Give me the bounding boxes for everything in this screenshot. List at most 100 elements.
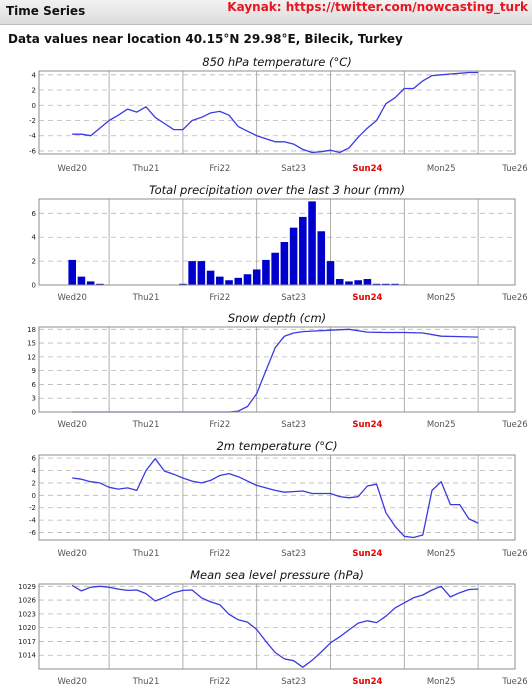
x-tick-label: Thu21	[132, 677, 160, 687]
y-tick-label: 1017	[18, 638, 36, 646]
precip-bar	[326, 261, 335, 285]
y-tick-label: 4	[32, 234, 37, 242]
x-tick-label: Fri22	[209, 677, 230, 687]
x-tick-label: Sun24	[352, 677, 382, 687]
x-tick-label: Tue26	[501, 164, 527, 174]
x-tick-label: Tue26	[501, 677, 527, 687]
precip-bar	[317, 231, 326, 285]
precip-bar	[262, 259, 270, 285]
series-line	[72, 71, 479, 154]
y-tick-label: 1026	[18, 597, 36, 605]
x-tick-label: Sat23	[281, 164, 306, 174]
y-tick-label: 0	[32, 409, 36, 417]
x-tick-label: Thu21	[132, 549, 160, 559]
x-tick-label: Sun24	[352, 293, 382, 303]
precip-bar	[372, 283, 381, 285]
time-series-header: Time Series Kaynak: https://twitter.com/…	[0, 0, 532, 25]
chart-title: Total precipitation over the last 3 hour…	[149, 183, 405, 197]
x-tick-label: Mon25	[427, 293, 456, 303]
x-tick-label: Sun24	[352, 420, 382, 430]
precip-bar	[345, 281, 353, 285]
x-tick-label: Wed20	[58, 420, 87, 430]
chart-panel: Mean sea level pressure (hPa) 1014 1017 102…	[18, 568, 528, 687]
x-tick-label: Thu21	[132, 293, 160, 303]
y-tick-label: 1023	[18, 610, 36, 618]
y-tick-label: 2	[32, 479, 36, 487]
plot-area	[39, 71, 515, 154]
source-credit: Kaynak: https://twitter.com/nowcasting_t…	[227, 0, 528, 14]
plot-frame	[38, 583, 516, 670]
y-tick-label: -4	[29, 132, 37, 140]
header-title: Time Series	[6, 4, 86, 18]
y-tick-label: 3	[32, 395, 36, 403]
precip-bar	[225, 280, 233, 285]
x-tick-label: Fri22	[209, 420, 230, 430]
precip-bar	[68, 259, 76, 285]
y-tick-label: 6	[32, 455, 37, 463]
precip-bar	[243, 274, 252, 285]
y-tick-label: -2	[29, 504, 36, 512]
precip-bar	[252, 269, 261, 285]
x-tick-label: Mon25	[427, 164, 456, 174]
x-tick-label: Mon25	[427, 677, 456, 687]
x-tick-label: Sat23	[281, 549, 306, 559]
x-tick-label: Thu21	[132, 164, 160, 174]
precip-bar	[354, 280, 362, 285]
plot-area	[39, 455, 515, 540]
x-tick-label: Wed20	[58, 293, 87, 303]
y-tick-label: 1020	[18, 624, 36, 632]
y-tick-label: 0	[32, 282, 36, 290]
x-tick-label: Fri22	[209, 293, 230, 303]
series-line	[72, 458, 479, 539]
x-tick-label: Thu21	[132, 420, 160, 430]
x-tick-label: Fri22	[209, 549, 230, 559]
y-tick-label: 6	[32, 381, 37, 389]
y-tick-label: -6	[29, 147, 37, 155]
x-tick-label: Tue26	[501, 420, 527, 430]
x-tick-label: Sat23	[281, 677, 306, 687]
precip-bar	[280, 242, 289, 285]
y-tick-label: 6	[32, 210, 37, 218]
y-tick-label: 4	[32, 71, 37, 79]
y-tick-label: 4	[32, 467, 37, 475]
precip-bar	[299, 216, 307, 285]
chart-title: Mean sea level pressure (hPa)	[190, 568, 364, 582]
x-tick-label: Wed20	[58, 549, 87, 559]
y-tick-label: 15	[27, 340, 36, 348]
chart-panel: Total precipitation over the last 3 hour…	[32, 183, 528, 303]
precip-bar	[234, 277, 243, 285]
precip-bar	[197, 261, 206, 285]
y-tick-label: 18	[27, 326, 36, 334]
precip-bar	[289, 227, 298, 285]
precip-bar	[335, 279, 344, 285]
x-tick-label: Sat23	[281, 293, 306, 303]
precip-bar	[86, 281, 95, 285]
plot-frame	[38, 326, 516, 413]
precip-bar	[271, 252, 279, 285]
chart-panel: Snow depth (cm) 0 3 6 9 12 15 18 Wed20 Thu21 Fri22…	[27, 311, 528, 430]
chart-title: Snow depth (cm)	[228, 311, 326, 325]
precip-bar	[216, 276, 224, 285]
y-tick-label: 1029	[18, 583, 36, 591]
y-tick-label: 0	[32, 492, 36, 500]
y-tick-label: 9	[32, 367, 36, 375]
precip-bar	[179, 283, 187, 285]
chart-title: 2m temperature (°C)	[216, 439, 337, 453]
x-tick-label: Mon25	[427, 420, 456, 430]
x-tick-label: Wed20	[58, 164, 87, 174]
precip-bar	[382, 283, 390, 285]
y-tick-label: -2	[29, 117, 36, 125]
precip-bar	[96, 283, 104, 285]
chart-panel: 850 hPa temperature (°C) -6 -4 -2 0 2 4 Wed20 Th…	[29, 55, 528, 174]
location-text: Data values near location 40.15°N 29.98°…	[8, 32, 403, 46]
x-tick-label: Sat23	[281, 420, 306, 430]
plot-frame	[38, 454, 516, 541]
precip-bar	[77, 276, 86, 285]
y-tick-label: 12	[27, 353, 36, 361]
y-tick-label: -4	[29, 517, 37, 525]
precip-bar	[188, 261, 196, 285]
precip-bar	[206, 270, 215, 285]
precip-bar	[308, 201, 316, 285]
x-tick-label: Fri22	[209, 164, 230, 174]
